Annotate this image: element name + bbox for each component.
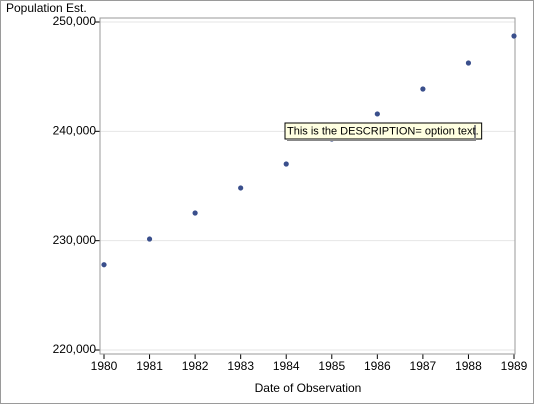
point (465, 60, 472, 66)
tooltip-shadow (287, 139, 476, 141)
x-tick-label: 1986 (364, 359, 391, 373)
y-tick-label: 230,000 (53, 233, 97, 247)
point (192, 210, 198, 216)
point (374, 111, 380, 117)
x-tick-label: 1982 (182, 359, 209, 373)
x-tick-label: 1981 (136, 359, 163, 373)
y-tick-label: 220,000 (53, 342, 97, 356)
x-tick-label: 1985 (318, 359, 345, 373)
x-axis-label: Date of Observation (255, 381, 362, 395)
tooltip-text: This is the DESCRIPTION= option text. (287, 125, 479, 137)
y-tick-label: 240,000 (53, 124, 97, 138)
point (420, 86, 426, 92)
plot-frame (99, 17, 516, 355)
tooltip-shadow (474, 125, 476, 141)
point (101, 262, 107, 268)
y-tick-label: 250,000 (53, 14, 97, 28)
x-tick-label: 1984 (273, 359, 300, 373)
tooltip: This is the DESCRIPTION= option text. (284, 122, 483, 141)
point (238, 185, 244, 191)
x-tick-label: 1989 (501, 359, 528, 373)
x-tick-label: 1980 (91, 359, 118, 373)
x-tick-label: 1983 (227, 359, 254, 373)
y-axis-label: Population Est. (6, 1, 87, 15)
point (283, 161, 289, 167)
point (146, 236, 153, 242)
x-tick-label: 1988 (455, 359, 482, 373)
x-tick-label: 1987 (410, 359, 437, 373)
point (511, 33, 517, 39)
